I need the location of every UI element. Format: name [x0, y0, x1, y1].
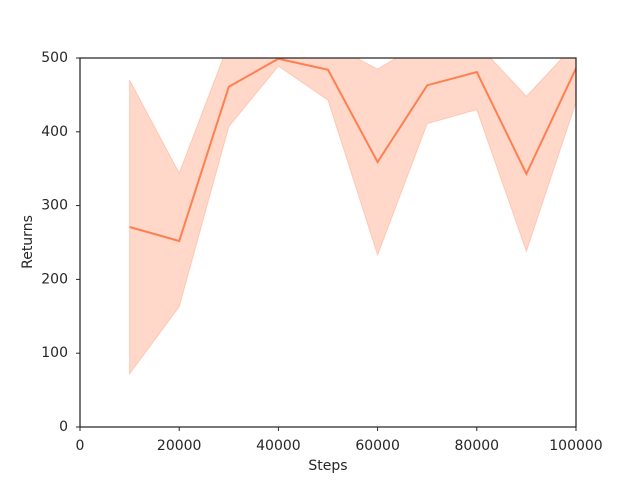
line — [129, 58, 576, 243]
y-tick-label: 300 — [41, 198, 68, 214]
y-tick-label: 200 — [41, 271, 68, 287]
x-tick-label: 60000 — [355, 438, 400, 454]
x-axis-label: Steps — [308, 458, 347, 474]
x-tick-label: 20000 — [157, 438, 202, 454]
x-tick-label: 40000 — [256, 438, 301, 454]
y-tick-label: 0 — [59, 419, 68, 435]
y-tick-label: 500 — [41, 50, 68, 66]
x-tick-label: 0 — [76, 438, 85, 454]
y-tick-label: 400 — [41, 124, 68, 140]
confidence-band — [129, 58, 576, 376]
y-axis-label: Returns — [20, 215, 36, 269]
plot-area — [129, 58, 576, 376]
y-tick-label: 100 — [41, 345, 68, 361]
x-tick-label: 80000 — [455, 438, 500, 454]
plot-frame — [79, 57, 577, 428]
x-tick-label: 100000 — [549, 438, 602, 454]
